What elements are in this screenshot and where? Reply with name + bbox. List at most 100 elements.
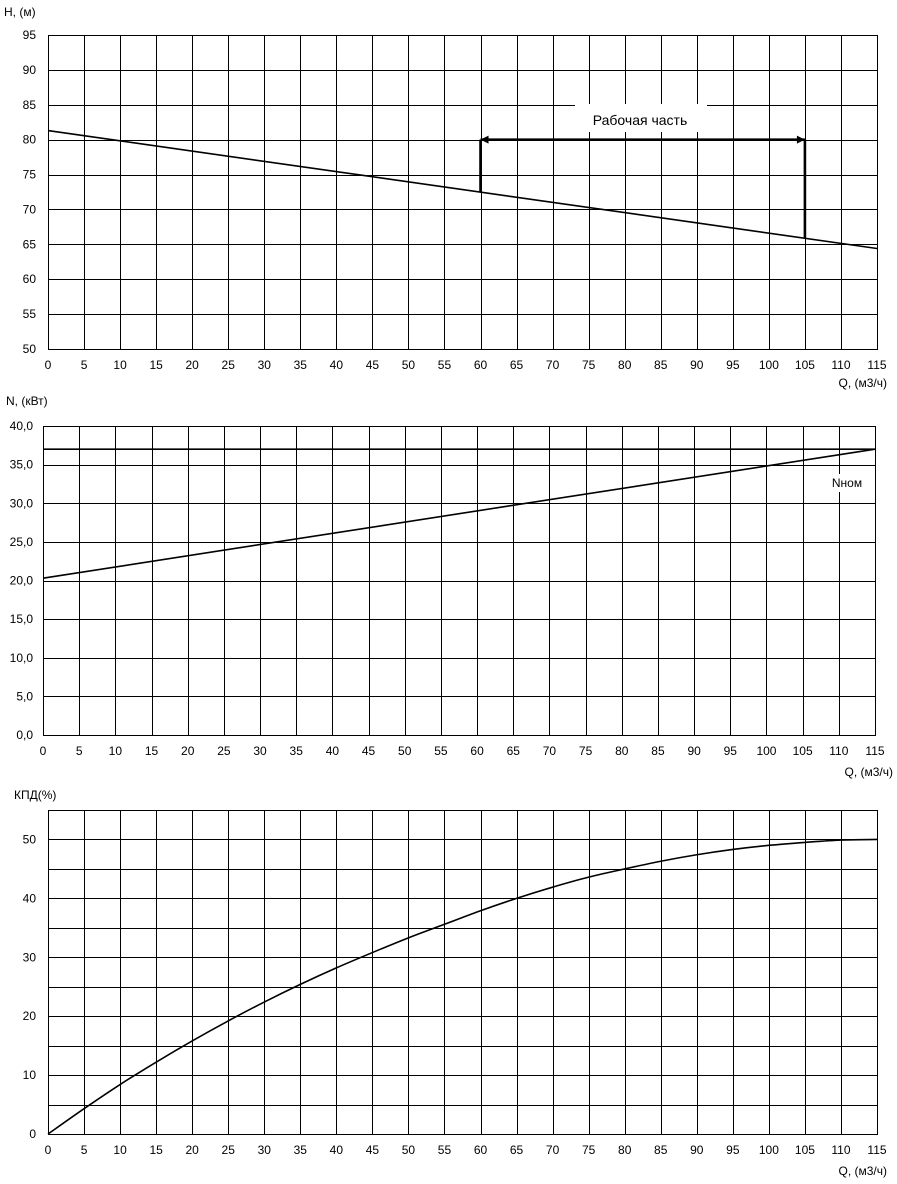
power-x-tick-label: 95 [724,744,738,758]
head-x-tick-label: 110 [831,358,850,372]
efficiency-x-tick-label: 115 [867,1143,886,1157]
head-x-tick-label: 100 [759,358,779,372]
power-y-tick-label: 10,0 [10,651,34,665]
head-x-tick-label: 115 [867,358,886,372]
efficiency-x-tick-label: 110 [831,1143,850,1157]
head-x-tick-label: 15 [149,358,163,372]
power-x-tick-label: 45 [362,744,376,758]
efficiency-x-tick-label: 45 [366,1143,380,1157]
efficiency-x-tick-label: 75 [582,1143,596,1157]
head-chart-x-axis-label: Q, (м3/ч) [838,376,887,390]
head-y-tick-label: 85 [23,98,37,112]
efficiency-x-tick-label: 100 [759,1143,779,1157]
efficiency-x-tick-label: 20 [185,1143,199,1157]
power-x-tick-label: 5 [76,744,83,758]
head-y-tick-label: 65 [23,237,37,251]
head-y-tick-label: 60 [23,272,37,286]
efficiency-x-tick-label: 10 [113,1143,127,1157]
power-y-tick-label: 35,0 [10,458,34,472]
power-x-tick-label: 90 [687,744,701,758]
efficiency-x-tick-label: 85 [654,1143,668,1157]
efficiency-x-tick-label: 35 [294,1143,308,1157]
head-x-tick-label: 70 [546,358,560,372]
efficiency-x-tick-label: 5 [81,1143,88,1157]
efficiency-x-tick-label: 40 [330,1143,344,1157]
head-y-tick-label: 90 [23,63,37,77]
working-range-right-arrow [796,135,805,144]
head-x-tick-label: 0 [45,358,52,372]
efficiency-plot-frame [48,810,878,1135]
efficiency-curve-line [47,838,878,1135]
efficiency-x-tick-label: 95 [726,1143,740,1157]
efficiency-x-tick-label: 30 [258,1143,272,1157]
head-curve-line [47,129,878,250]
head-y-tick-label: 95 [23,28,37,42]
power-x-tick-label: 60 [470,744,484,758]
power-x-tick-label: 10 [109,744,123,758]
head-x-tick-label: 90 [690,358,704,372]
power-y-tick-label: 40,0 [10,419,34,433]
head-x-tick-label: 45 [366,358,380,372]
head-y-tick-label: 55 [23,307,37,321]
head-x-tick-label: 10 [113,358,127,372]
head-y-tick-label: 80 [23,133,37,147]
efficiency-x-tick-label: 50 [402,1143,416,1157]
head-x-tick-label: 105 [795,358,815,372]
efficiency-x-tick-label: 70 [546,1143,560,1157]
working-range-label: Рабочая часть [593,112,688,128]
efficiency-chart-y-axis-label: КПД(%) [14,788,56,802]
head-x-tick-label: 95 [726,358,740,372]
efficiency-y-tick-label: 10 [23,1068,37,1082]
efficiency-x-tick-label: 65 [510,1143,524,1157]
power-x-tick-label: 55 [434,744,448,758]
power-plot-frame [43,426,876,736]
efficiency-y-tick-label: 20 [23,1009,37,1023]
power-chart-x-axis-label: Q, (м3/ч) [844,765,893,779]
head-x-tick-label: 75 [582,358,596,372]
head-x-tick-label: 40 [330,358,344,372]
power-x-tick-label: 30 [253,744,267,758]
efficiency-y-tick-label: 50 [23,832,37,846]
efficiency-x-tick-label: 80 [618,1143,632,1157]
efficiency-x-tick-label: 15 [149,1143,163,1157]
head-chart: 0 5 10 15 20 25 30 35 40 45 50 55 60 65 70 75 80 85 90 95 10… [4,5,887,390]
power-x-tick-label: 115 [865,744,884,758]
power-x-tick-label: 25 [217,744,231,758]
power-x-tick-label: 105 [793,744,813,758]
power-y-tick-label: 20,0 [10,574,34,588]
head-y-tick-label: 50 [23,342,37,356]
power-y-tick-label: 25,0 [10,535,34,549]
power-x-tick-label: 80 [615,744,629,758]
power-y-tick-label: 5,0 [16,689,33,703]
efficiency-y-tick-label: 40 [23,891,37,905]
head-x-tick-label: 50 [402,358,416,372]
power-x-tick-label: 50 [398,744,412,758]
power-y-tick-label: 0,0 [16,728,33,742]
power-x-tick-label: 70 [543,744,557,758]
head-plot-frame [48,35,878,350]
power-chart: 0 5 10 15 20 25 30 35 40 45 50 55 60 65 70 75 80 85 90 95 10… [6,394,893,779]
power-curve-line [42,448,876,579]
power-chart-y-axis-label: N, (кВт) [6,394,48,408]
working-range-left-arrow [480,135,489,144]
power-x-tick-label: 15 [145,744,159,758]
efficiency-chart: 0 5 10 15 20 25 30 35 40 45 50 55 60 65 70 75 80 85 90 95 10… [14,788,887,1178]
power-x-tick-label: 35 [290,744,304,758]
efficiency-x-tick-label: 25 [222,1143,236,1157]
efficiency-x-tick-label: 105 [795,1143,815,1157]
working-range-label-bg [575,104,707,132]
efficiency-x-tick-label: 90 [690,1143,704,1157]
power-x-tick-label: 65 [507,744,521,758]
head-x-tick-label: 5 [81,358,88,372]
power-x-tick-label: 100 [756,744,776,758]
power-y-tick-label: 30,0 [10,496,34,510]
head-y-tick-label: 70 [23,202,37,216]
power-x-tick-label: 75 [579,744,593,758]
nominal-power-label: Nном [832,476,862,490]
efficiency-y-tick-label: 30 [23,950,37,964]
head-x-tick-label: 20 [185,358,199,372]
head-chart-y-axis-label: H, (м) [4,5,36,19]
head-x-tick-label: 30 [258,358,272,372]
efficiency-x-tick-label: 55 [438,1143,452,1157]
